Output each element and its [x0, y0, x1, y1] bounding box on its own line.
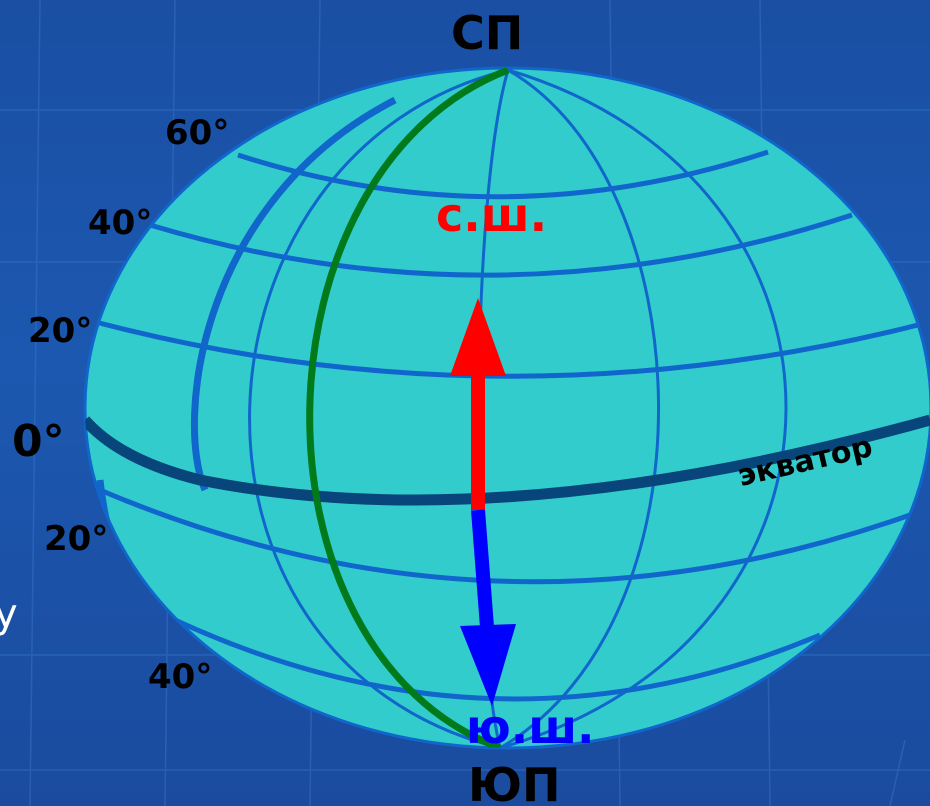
globe-sphere: [83, 66, 930, 750]
latitude-label-north-20: 20°: [28, 311, 93, 351]
north-arrow: [450, 298, 506, 510]
edge-text-fragment: у: [0, 591, 18, 637]
latitude-label-south-40: 40°: [148, 657, 213, 697]
latitude-label-north-40: 40°: [88, 203, 153, 243]
south-pole-label: ЮП: [468, 758, 561, 806]
parallel-lines: [87, 149, 919, 702]
meridian-thick-left: [190, 96, 397, 492]
prime-meridian: [306, 68, 510, 748]
northern-hemisphere-label: с.ш.: [436, 188, 548, 242]
south-arrow: [460, 509, 516, 706]
latitude-label-north-60: 60°: [165, 113, 230, 153]
equator-line: [85, 414, 930, 506]
latitude-label-south-20: 20°: [44, 519, 109, 559]
latitude-label-zero: 0°: [12, 416, 65, 467]
southern-hemisphere-label: ю.ш.: [466, 700, 595, 754]
north-pole-label: СП: [451, 6, 524, 60]
